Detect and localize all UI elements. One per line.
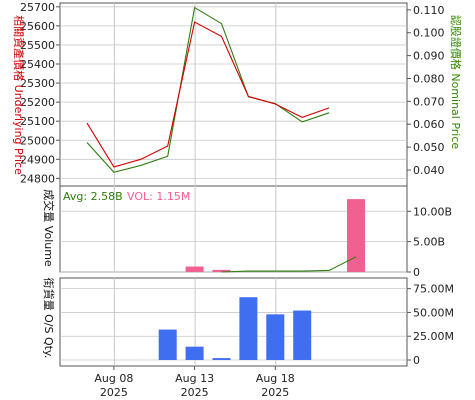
left-axis-tick-label: 25200 bbox=[20, 96, 55, 109]
legend-volume: VOL: 1.15M bbox=[127, 190, 190, 203]
right-axis-tick-label: 0.100 bbox=[413, 27, 445, 40]
x-axis-tick-label: Aug 13 bbox=[175, 372, 214, 385]
left-axis-label: 相關資產價格 Underlying Price bbox=[12, 15, 26, 175]
volume-bar bbox=[212, 269, 231, 272]
os-qty-axis-label: 街貨量 O/S Qty. bbox=[42, 278, 56, 359]
os-qty-bar bbox=[266, 314, 285, 360]
volume-bar bbox=[347, 199, 365, 272]
os-qty-axis-tick-label: 75.00M bbox=[413, 283, 454, 296]
volume-axis-tick-label: 10.00B bbox=[413, 205, 452, 218]
os-qty-bar bbox=[158, 329, 177, 360]
left-axis-tick-label: 25400 bbox=[20, 58, 55, 71]
os-qty-panel-frame bbox=[59, 277, 408, 367]
os-qty-axis-tick-label: 25.00M bbox=[413, 330, 454, 343]
os-qty-bar bbox=[212, 358, 231, 360]
legend-average: Avg: 2.58B bbox=[63, 190, 123, 203]
underlying-price-line bbox=[86, 21, 330, 168]
x-axis-tick-label: Aug 08 bbox=[94, 372, 133, 385]
right-axis-tick-label: 0.050 bbox=[413, 141, 445, 154]
volume-average-line bbox=[221, 256, 357, 273]
right-axis-tick-label: 0.070 bbox=[413, 95, 445, 108]
os-qty-axis-tick-label: 50.00M bbox=[413, 306, 454, 319]
left-axis-tick-label: 25500 bbox=[20, 39, 55, 52]
left-axis-tick-label: 25700 bbox=[20, 1, 55, 14]
right-axis-tick-label: 0.040 bbox=[413, 164, 445, 177]
right-axis-tick-label: 0.090 bbox=[413, 50, 445, 63]
right-axis-label: 認股證價格 Nominal Price bbox=[449, 15, 463, 150]
left-axis-tick-label: 24800 bbox=[20, 172, 55, 185]
left-axis-tick-label: 25000 bbox=[20, 134, 55, 147]
right-axis-tick-label: 0.080 bbox=[413, 72, 445, 85]
volume-bar bbox=[185, 266, 204, 272]
price-panel-frame bbox=[59, 2, 408, 187]
x-axis-tick-year: 2025 bbox=[261, 386, 289, 399]
os-qty-bar bbox=[185, 346, 204, 360]
right-axis-tick-label: 0.110 bbox=[413, 4, 445, 17]
os-qty-axis-tick-label: 0 bbox=[413, 354, 420, 367]
os-qty-bar bbox=[239, 297, 258, 360]
right-axis-tick-label: 0.060 bbox=[413, 118, 445, 131]
left-axis-tick-label: 24900 bbox=[20, 153, 55, 166]
x-axis-tick-label: Aug 18 bbox=[256, 372, 295, 385]
os-qty-bar bbox=[293, 310, 312, 360]
volume-axis-label: 成交量 Volume bbox=[42, 189, 56, 267]
left-axis-tick-label: 25600 bbox=[20, 20, 55, 33]
x-axis-tick-year: 2025 bbox=[181, 386, 209, 399]
volume-axis-tick-label: 5.00B bbox=[413, 236, 445, 249]
volume-axis-tick-label: 0 bbox=[413, 266, 420, 279]
left-axis-tick-label: 25100 bbox=[20, 115, 55, 128]
x-axis-tick-year: 2025 bbox=[100, 386, 128, 399]
left-axis-tick-label: 25300 bbox=[20, 77, 55, 90]
nominal-price-line bbox=[86, 6, 330, 173]
